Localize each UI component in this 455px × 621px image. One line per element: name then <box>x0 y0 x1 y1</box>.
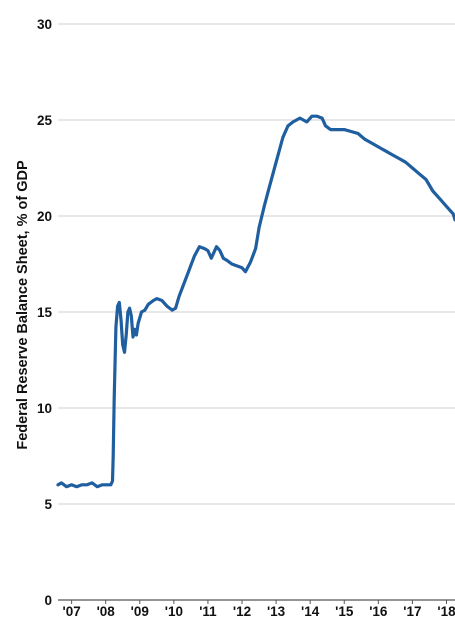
y-tick-label: 20 <box>37 209 52 224</box>
x-tick-label: '07 <box>63 604 81 619</box>
y-tick-label: 5 <box>44 497 52 512</box>
x-tick-label: '15 <box>335 604 354 619</box>
x-tick-label: '13 <box>267 604 286 619</box>
x-tick-label: '18 <box>437 604 455 619</box>
x-tick-label: '11 <box>199 604 217 619</box>
x-tick-labels: '07 '08 '09 '10 '11 '12 '13 '14 '15 '16 '17 '18 <box>63 600 455 619</box>
series-line <box>56 114 455 489</box>
x-tick-label: '16 <box>369 604 388 619</box>
y-tick-label: 0 <box>44 593 52 608</box>
y-axis-title: Federal Reserve Balance Sheet, % of GDP <box>15 160 31 450</box>
y-tick-label: 10 <box>37 401 52 416</box>
y-tick-label: 15 <box>37 305 53 320</box>
x-tick-label: '09 <box>131 604 149 619</box>
x-tick-label: '12 <box>233 604 251 619</box>
x-tick-label: '10 <box>165 604 183 619</box>
x-tick-label: '08 <box>97 604 116 619</box>
gridlines <box>58 23 455 601</box>
y-tick-labels: 0 5 10 15 20 25 30 <box>37 17 53 608</box>
y-tick-label: 25 <box>37 113 53 128</box>
y-tick-label: 30 <box>37 17 52 32</box>
x-tick-label: '17 <box>403 604 421 619</box>
x-tick-label: '14 <box>301 604 320 619</box>
